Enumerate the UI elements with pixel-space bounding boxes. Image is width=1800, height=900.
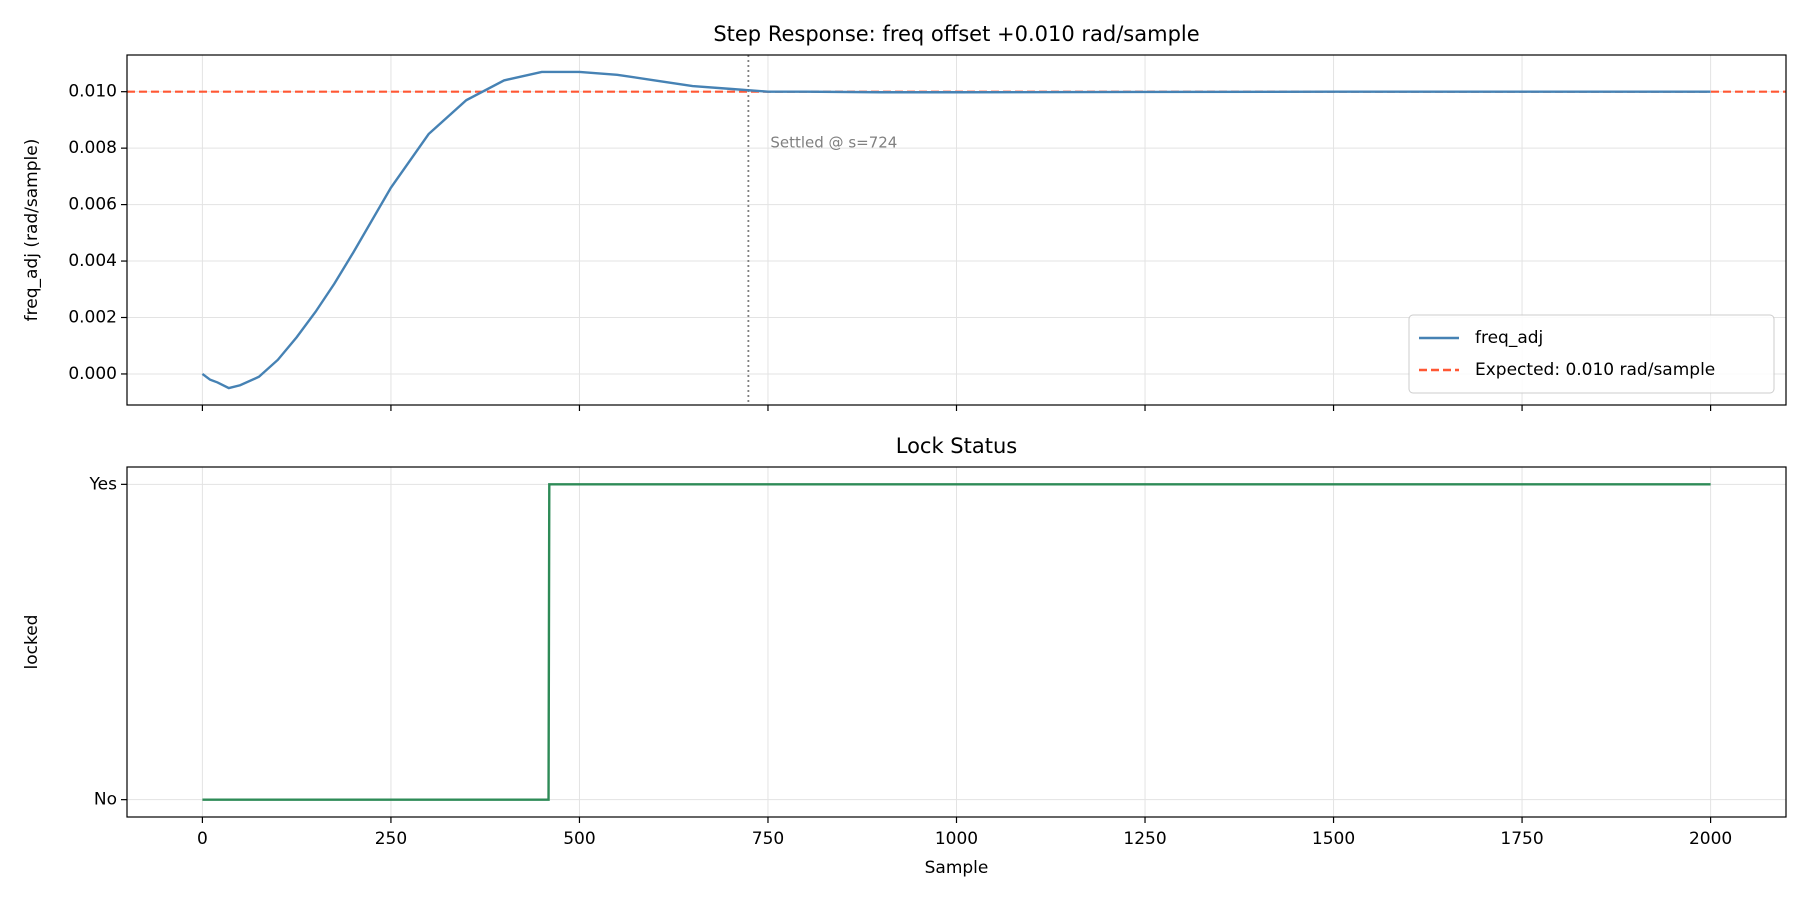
x-tick-label: 1000 xyxy=(935,829,978,849)
legend-box xyxy=(1408,314,1775,394)
y-tick-label: 0.010 xyxy=(68,82,117,102)
x-axis-label: Sample xyxy=(925,858,989,878)
x-tick-label: 500 xyxy=(563,829,595,849)
plot-frame xyxy=(126,54,1787,406)
legend-label: Expected: 0.010 rad/sample xyxy=(1475,360,1715,380)
x-tick-label: 1250 xyxy=(1123,829,1166,849)
y-axis-label: locked xyxy=(22,615,42,670)
y-tick-label: 0.004 xyxy=(68,251,117,271)
x-tick-label: 750 xyxy=(752,829,784,849)
y-tick-label: 0.000 xyxy=(68,364,117,384)
annotation: Settled @ s=724 xyxy=(770,134,897,152)
y-tick-label: 0.006 xyxy=(68,195,117,215)
x-tick-label: 1500 xyxy=(1312,829,1355,849)
chart-title: Step Response: freq offset +0.010 rad/sa… xyxy=(713,22,1199,46)
x-tick-label: 250 xyxy=(375,829,407,849)
series-line xyxy=(202,483,1711,801)
series-line xyxy=(201,70,1711,390)
x-tick-label: 2000 xyxy=(1689,829,1732,849)
plot-frame xyxy=(126,466,1787,818)
chart-title: Lock Status xyxy=(896,434,1017,458)
y-tick-label: No xyxy=(94,790,117,810)
y-axis-label: freq_adj (rad/sample) xyxy=(22,139,42,322)
y-tick-label: 0.008 xyxy=(68,138,117,158)
y-tick-label: Yes xyxy=(89,474,118,494)
y-tick-label: 0.002 xyxy=(68,308,117,328)
x-tick-label: 0 xyxy=(197,829,208,849)
legend: freq_adj Expected: 0.010 rad/sample xyxy=(1408,314,1775,394)
x-tick-label: 1750 xyxy=(1500,829,1543,849)
legend-label: freq_adj xyxy=(1475,328,1543,348)
